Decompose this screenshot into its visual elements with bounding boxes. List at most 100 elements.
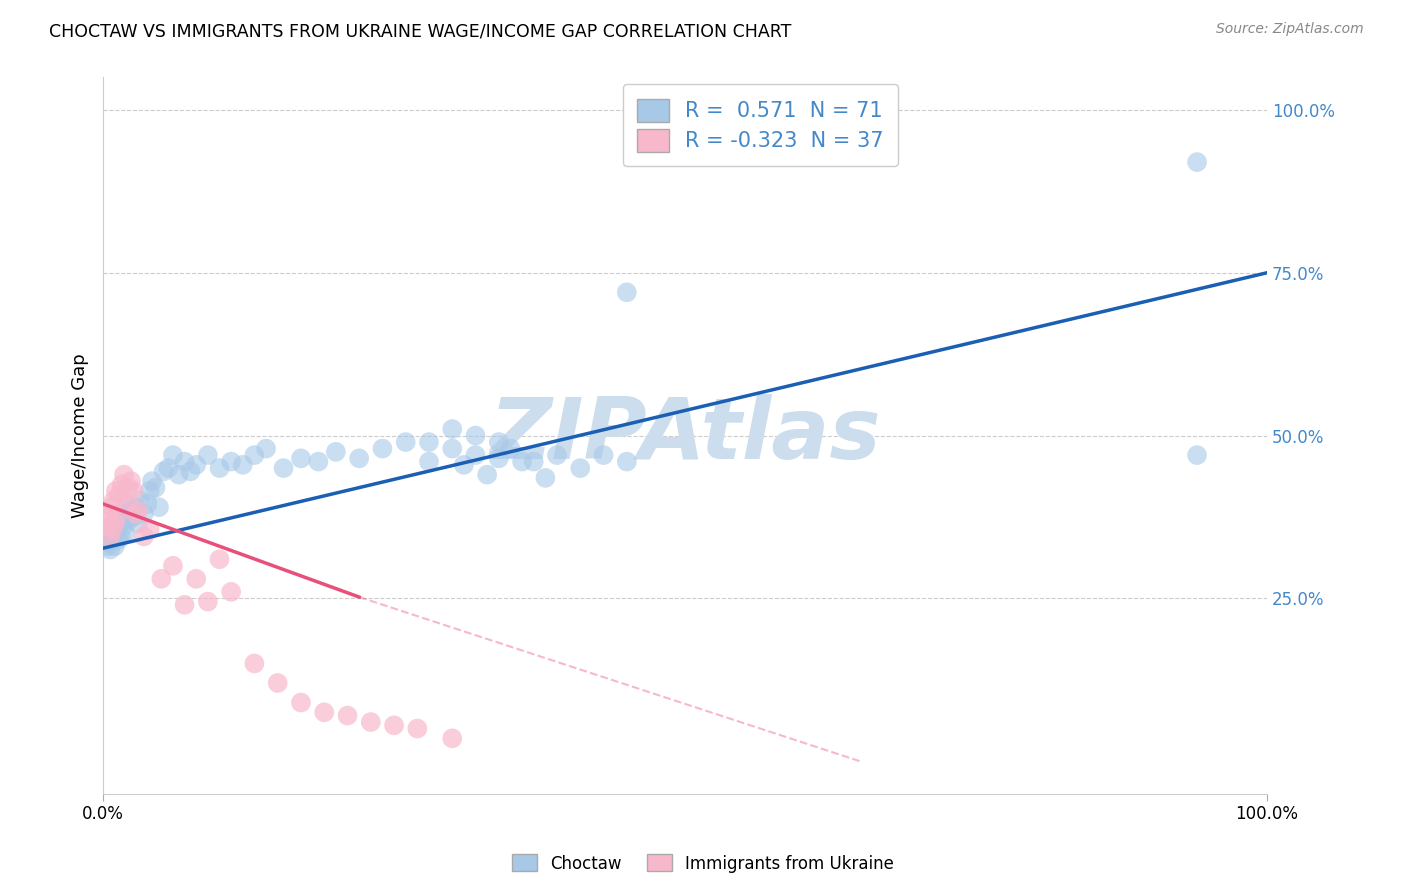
Point: [96, 510, 118, 524]
Point: [186, 458, 208, 472]
Point: [125, 500, 148, 515]
Point: [96, 536, 118, 550]
Point: [616, 454, 638, 468]
Point: [97, 533, 120, 547]
Point: [115, 497, 138, 511]
Point: [219, 454, 242, 468]
Point: [138, 523, 160, 537]
Point: [127, 503, 149, 517]
Point: [107, 533, 129, 547]
Point: [499, 442, 522, 456]
Point: [488, 435, 510, 450]
Point: [1185, 155, 1208, 169]
Point: [453, 458, 475, 472]
Point: [105, 510, 128, 524]
Point: [406, 722, 429, 736]
Y-axis label: Wage/Income Gap: Wage/Income Gap: [72, 353, 89, 518]
Point: [197, 594, 219, 608]
Text: CHOCTAW VS IMMIGRANTS FROM UKRAINE WAGE/INCOME GAP CORRELATION CHART: CHOCTAW VS IMMIGRANTS FROM UKRAINE WAGE/…: [49, 22, 792, 40]
Point: [488, 451, 510, 466]
Point: [254, 442, 277, 456]
Point: [219, 584, 242, 599]
Point: [122, 510, 145, 524]
Point: [208, 552, 231, 566]
Point: [104, 483, 127, 498]
Point: [112, 467, 135, 482]
Point: [290, 451, 312, 466]
Legend: Choctaw, Immigrants from Ukraine: Choctaw, Immigrants from Ukraine: [505, 847, 901, 880]
Point: [104, 523, 127, 537]
Point: [157, 461, 180, 475]
Point: [273, 461, 295, 475]
Text: ZIPAtlas: ZIPAtlas: [489, 394, 880, 477]
Point: [141, 474, 163, 488]
Point: [108, 487, 131, 501]
Point: [100, 529, 122, 543]
Point: [118, 481, 141, 495]
Point: [132, 529, 155, 543]
Point: [138, 483, 160, 498]
Point: [162, 558, 184, 573]
Point: [197, 448, 219, 462]
Point: [173, 454, 195, 468]
Point: [112, 507, 135, 521]
Point: [510, 454, 533, 468]
Point: [111, 519, 134, 533]
Point: [360, 714, 382, 729]
Legend: R =  0.571  N = 71, R = -0.323  N = 37: R = 0.571 N = 71, R = -0.323 N = 37: [623, 84, 898, 166]
Point: [125, 507, 148, 521]
Point: [114, 526, 136, 541]
Point: [336, 708, 359, 723]
Point: [395, 435, 418, 450]
Text: Source: ZipAtlas.com: Source: ZipAtlas.com: [1216, 22, 1364, 37]
Point: [132, 507, 155, 521]
Point: [97, 507, 120, 521]
Point: [145, 481, 167, 495]
Point: [592, 448, 614, 462]
Point: [103, 519, 125, 533]
Point: [441, 422, 464, 436]
Point: [97, 539, 120, 553]
Point: [108, 516, 131, 531]
Point: [122, 483, 145, 498]
Point: [546, 448, 568, 462]
Point: [418, 435, 440, 450]
Point: [523, 454, 546, 468]
Point: [115, 497, 138, 511]
Point: [101, 523, 124, 537]
Point: [441, 442, 464, 456]
Point: [464, 428, 486, 442]
Point: [110, 529, 132, 543]
Point: [173, 598, 195, 612]
Point: [127, 516, 149, 531]
Point: [307, 454, 329, 468]
Point: [152, 464, 174, 478]
Point: [111, 477, 134, 491]
Point: [616, 285, 638, 300]
Point: [167, 467, 190, 482]
Point: [325, 445, 347, 459]
Point: [97, 519, 120, 533]
Point: [418, 454, 440, 468]
Point: [371, 442, 394, 456]
Point: [179, 464, 201, 478]
Point: [232, 458, 254, 472]
Point: [243, 448, 266, 462]
Point: [118, 513, 141, 527]
Point: [441, 731, 464, 746]
Point: [98, 529, 121, 543]
Point: [347, 451, 370, 466]
Point: [104, 539, 127, 553]
Point: [136, 497, 159, 511]
Point: [104, 516, 127, 531]
Point: [290, 696, 312, 710]
Point: [150, 572, 173, 586]
Point: [186, 572, 208, 586]
Point: [382, 718, 405, 732]
Point: [101, 526, 124, 541]
Point: [475, 467, 498, 482]
Point: [208, 461, 231, 475]
Point: [1185, 448, 1208, 462]
Point: [120, 474, 142, 488]
Point: [569, 461, 592, 475]
